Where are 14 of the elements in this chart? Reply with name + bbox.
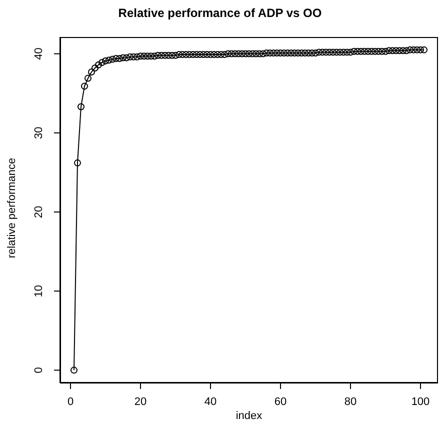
x-tick-label: 0 <box>67 396 74 408</box>
x-tick-label: 100 <box>411 396 430 408</box>
y-tick-label: 10 <box>32 284 45 298</box>
y-tick-label: 0 <box>32 367 45 374</box>
x-tick-label: 20 <box>134 396 147 408</box>
x-axis-title: index <box>234 410 264 422</box>
x-tick-label: 80 <box>344 396 357 408</box>
y-tick-label: 20 <box>32 206 45 218</box>
y-tick-label: 40 <box>32 48 45 60</box>
y-axis-title: relative performance <box>6 156 18 260</box>
x-tick-label: 60 <box>274 396 287 408</box>
chart-title: Relative performance of ADP vs OO <box>117 6 323 20</box>
x-tick-label: 40 <box>204 396 217 408</box>
y-tick-label: 30 <box>32 126 45 139</box>
